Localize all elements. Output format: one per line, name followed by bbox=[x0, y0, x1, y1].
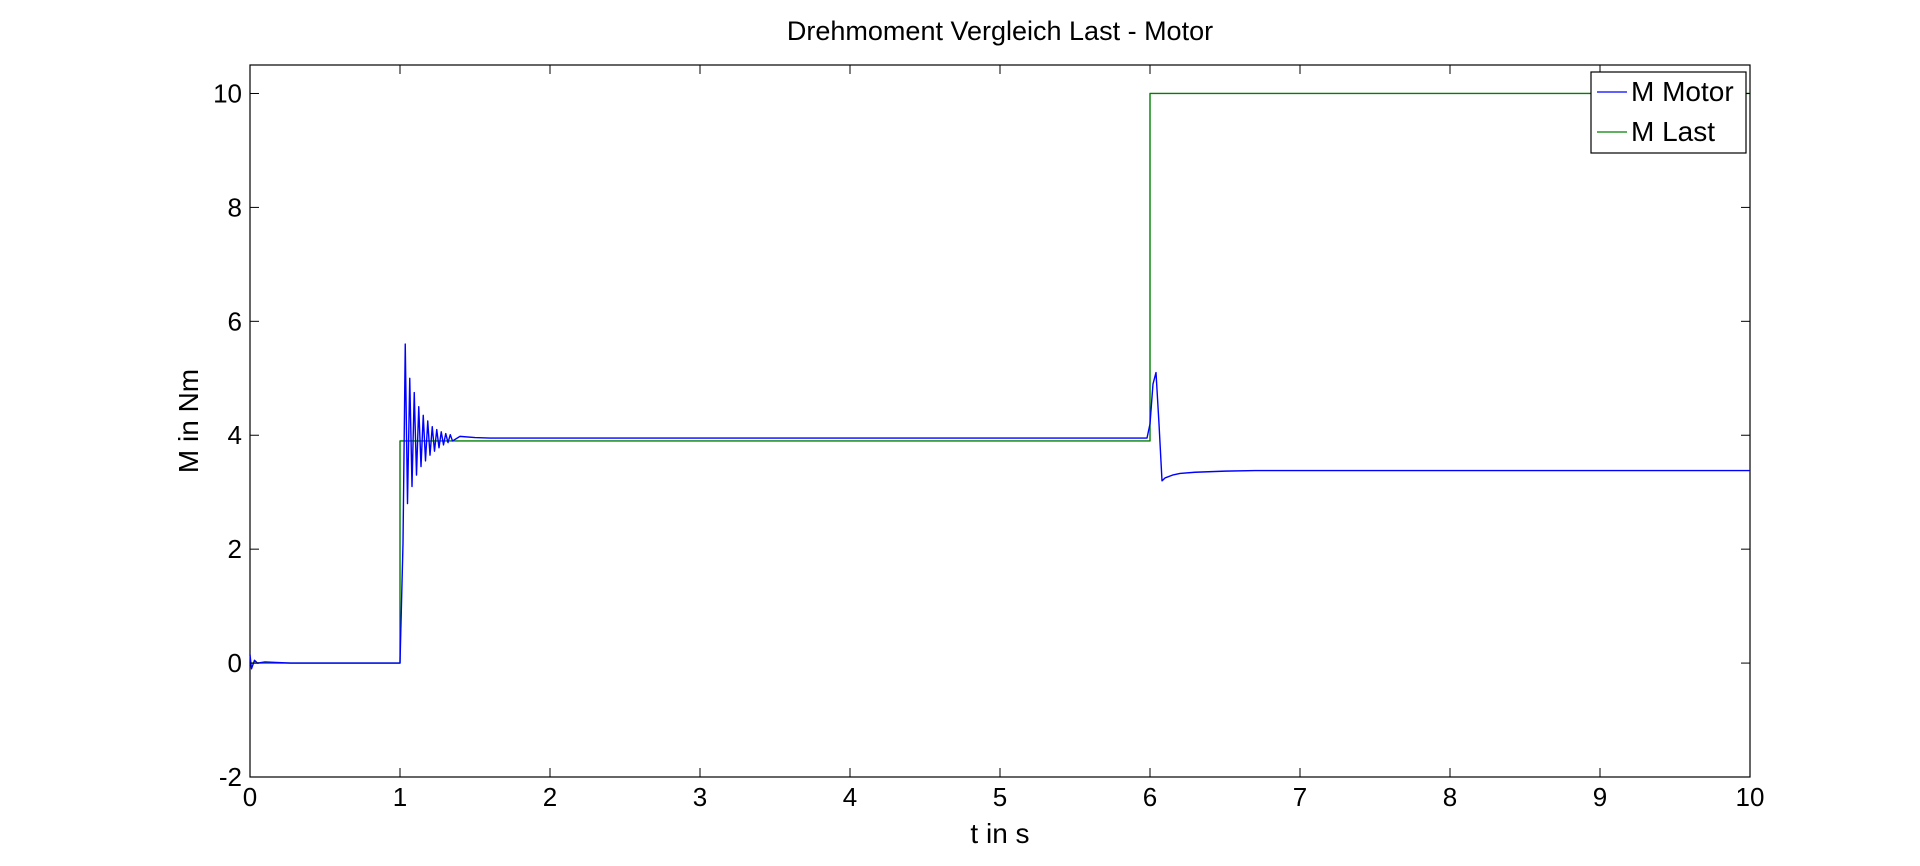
x-axis-label: t in s bbox=[970, 818, 1029, 849]
x-tick-label: 4 bbox=[843, 782, 857, 812]
y-tick-label: 0 bbox=[228, 648, 242, 678]
y-tick-label: 2 bbox=[228, 534, 242, 564]
x-tick-label: 2 bbox=[543, 782, 557, 812]
x-tick-label: 3 bbox=[693, 782, 707, 812]
x-tick-label: 10 bbox=[1736, 782, 1765, 812]
x-tick-label: 6 bbox=[1143, 782, 1157, 812]
legend: M Motor M Last bbox=[1590, 71, 1747, 154]
x-tick-label: 1 bbox=[393, 782, 407, 812]
x-tick-label: 9 bbox=[1593, 782, 1607, 812]
chart-title: Drehmoment Vergleich Last - Motor bbox=[787, 16, 1213, 46]
y-tick-label: 6 bbox=[228, 306, 242, 336]
series-line-m-motor bbox=[249, 343, 1750, 670]
legend-box bbox=[1590, 71, 1747, 154]
plot-frame bbox=[249, 64, 1751, 778]
legend-label-m-last: M Last bbox=[1631, 116, 1715, 147]
legend-label-m-motor: M Motor bbox=[1631, 76, 1734, 107]
y-tick-label: 4 bbox=[228, 420, 242, 450]
y-tick-label: 8 bbox=[228, 192, 242, 222]
x-tick-label: 0 bbox=[243, 782, 257, 812]
x-tick-label: 5 bbox=[993, 782, 1007, 812]
x-tick-label: 8 bbox=[1443, 782, 1457, 812]
x-tick-label: 7 bbox=[1293, 782, 1307, 812]
y-tick-label: 10 bbox=[213, 78, 242, 108]
y-tick-label: -2 bbox=[219, 762, 242, 792]
y-axis-label: M in Nm bbox=[173, 369, 204, 473]
series-layer bbox=[249, 92, 1750, 670]
